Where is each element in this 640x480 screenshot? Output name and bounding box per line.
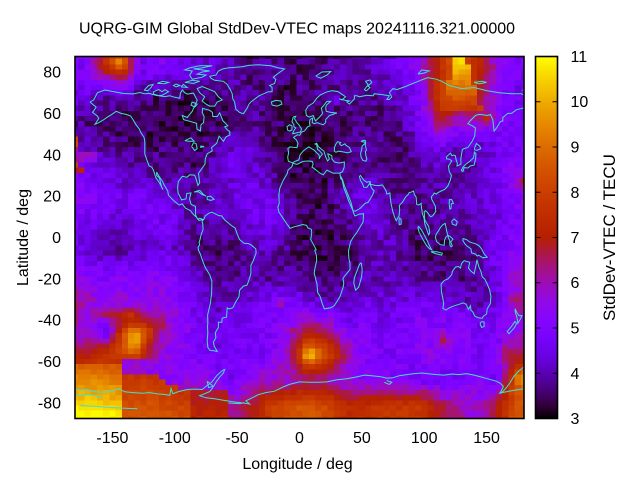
svg-text:0: 0 — [52, 230, 61, 247]
svg-text:60: 60 — [43, 106, 61, 123]
svg-text:-100: -100 — [159, 430, 191, 447]
svg-text:150: 150 — [473, 430, 500, 447]
svg-text:-60: -60 — [38, 354, 61, 371]
svg-text:-40: -40 — [38, 313, 61, 330]
svg-text:40: 40 — [43, 147, 61, 164]
svg-text:7: 7 — [571, 230, 580, 247]
svg-text:9: 9 — [571, 140, 580, 157]
svg-text:0: 0 — [295, 430, 304, 447]
svg-text:Longitude / deg: Longitude / deg — [242, 456, 352, 473]
svg-text:8: 8 — [571, 185, 580, 202]
svg-text:-20: -20 — [38, 271, 61, 288]
svg-text:Latitude / deg: Latitude / deg — [15, 189, 32, 286]
svg-text:-80: -80 — [38, 396, 61, 413]
svg-text:-150: -150 — [96, 430, 128, 447]
svg-text:80: 80 — [43, 65, 61, 82]
svg-text:StdDev-VTEC / TECU: StdDev-VTEC / TECU — [600, 154, 619, 321]
svg-text:20: 20 — [43, 189, 61, 206]
svg-text:4: 4 — [571, 366, 580, 383]
svg-text:3: 3 — [571, 411, 580, 428]
svg-text:10: 10 — [571, 94, 589, 111]
svg-text:UQRG-GIM Global StdDev-VTEC ma: UQRG-GIM Global StdDev-VTEC maps 2024111… — [79, 21, 515, 38]
svg-text:-50: -50 — [226, 430, 249, 447]
svg-text:5: 5 — [571, 321, 580, 338]
svg-text:11: 11 — [571, 49, 588, 66]
svg-text:50: 50 — [353, 430, 371, 447]
svg-text:100: 100 — [411, 430, 438, 447]
svg-text:6: 6 — [571, 275, 580, 292]
